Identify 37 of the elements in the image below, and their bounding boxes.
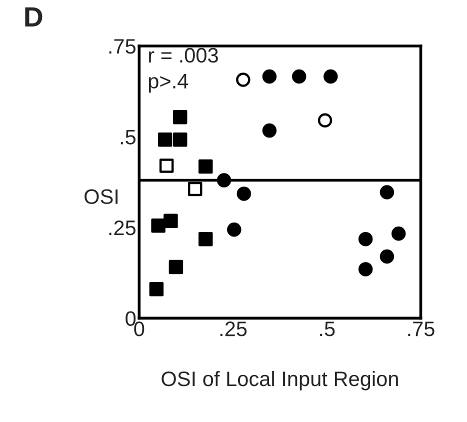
- point: [227, 222, 242, 237]
- annotation: r = .003: [148, 48, 218, 63]
- point: [262, 123, 277, 138]
- y-axis-title: OSI: [84, 189, 118, 204]
- point: [380, 185, 394, 200]
- point: [262, 69, 277, 84]
- x-tick-label: .5: [320, 322, 335, 336]
- point: [159, 158, 174, 173]
- point: [292, 69, 306, 84]
- x-axis-title: OSI of Local Input Region: [162, 370, 398, 390]
- point: [198, 232, 213, 246]
- point: [188, 182, 202, 196]
- point: [358, 232, 373, 246]
- point: [236, 186, 252, 201]
- point: [391, 226, 406, 241]
- point: [216, 173, 232, 188]
- y-tick-label: .75: [109, 39, 136, 54]
- point: [172, 110, 188, 124]
- point: [164, 214, 178, 228]
- x-tick-label: .75: [408, 322, 434, 336]
- point: [198, 159, 213, 174]
- y-tick-label: .5: [120, 130, 136, 144]
- y-tick-label: 0: [126, 311, 136, 326]
- y-tick-label: .25: [109, 220, 136, 236]
- x-tick-label: .25: [220, 322, 247, 336]
- point: [168, 260, 184, 274]
- point: [236, 72, 250, 87]
- chart-title: D: [25, 7, 42, 26]
- point: [380, 249, 394, 264]
- point: [358, 262, 373, 276]
- point: [151, 218, 166, 233]
- point: [318, 113, 332, 128]
- point: [158, 132, 172, 147]
- point: [149, 282, 164, 296]
- annotation: p>.4: [148, 74, 188, 93]
- point: [324, 69, 338, 84]
- point: [172, 132, 188, 147]
